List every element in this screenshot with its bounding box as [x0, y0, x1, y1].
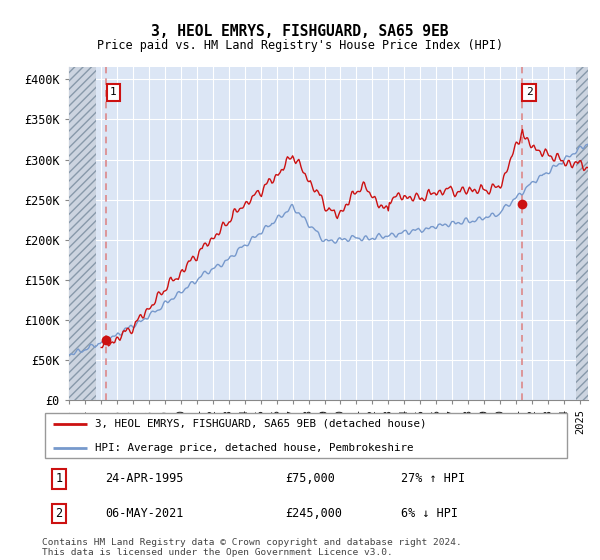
Text: 6% ↓ HPI: 6% ↓ HPI: [401, 507, 458, 520]
Text: Price paid vs. HM Land Registry's House Price Index (HPI): Price paid vs. HM Land Registry's House …: [97, 39, 503, 53]
Bar: [69, 67, 96, 400]
Text: 3, HEOL EMRYS, FISHGUARD, SA65 9EB (detached house): 3, HEOL EMRYS, FISHGUARD, SA65 9EB (deta…: [95, 419, 426, 429]
Text: £245,000: £245,000: [285, 507, 342, 520]
Text: 27% ↑ HPI: 27% ↑ HPI: [401, 473, 465, 486]
Text: HPI: Average price, detached house, Pembrokeshire: HPI: Average price, detached house, Pemb…: [95, 442, 413, 452]
Text: 2: 2: [55, 507, 62, 520]
Text: 24-APR-1995: 24-APR-1995: [106, 473, 184, 486]
Text: 1: 1: [110, 87, 116, 97]
Text: 3, HEOL EMRYS, FISHGUARD, SA65 9EB: 3, HEOL EMRYS, FISHGUARD, SA65 9EB: [151, 25, 449, 39]
Text: Contains HM Land Registry data © Crown copyright and database right 2024.
This d: Contains HM Land Registry data © Crown c…: [42, 538, 462, 557]
Text: 1: 1: [55, 473, 62, 486]
Text: £75,000: £75,000: [285, 473, 335, 486]
Text: 06-MAY-2021: 06-MAY-2021: [106, 507, 184, 520]
Text: 2: 2: [526, 87, 532, 97]
Bar: [576, 67, 588, 400]
FancyBboxPatch shape: [44, 413, 567, 458]
